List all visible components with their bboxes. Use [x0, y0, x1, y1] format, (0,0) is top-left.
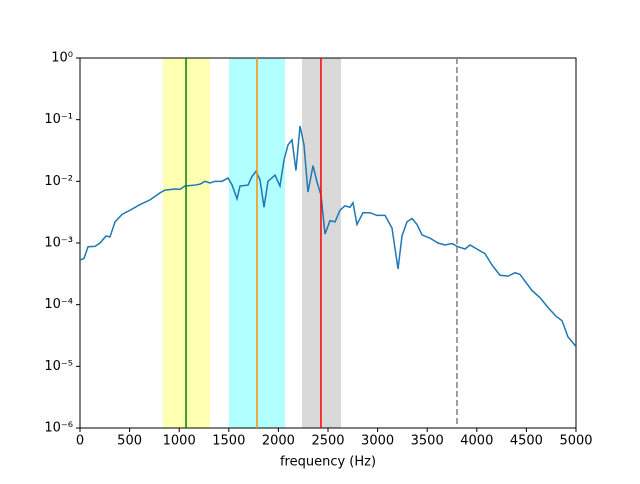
- x-tick-label: 2000: [262, 434, 295, 449]
- y-tick-label: 10⁻³: [44, 236, 73, 251]
- y-tick-label: 10⁻⁴: [44, 297, 73, 312]
- x-tick-label: 4000: [460, 434, 493, 449]
- y-tick-label: 10⁻²: [44, 174, 73, 189]
- x-axis-label: frequency (Hz): [280, 455, 376, 470]
- x-tick-label: 0: [76, 434, 84, 449]
- x-tick-label: 500: [117, 434, 142, 449]
- y-tick-label: 10⁻⁵: [44, 359, 73, 374]
- x-tick-label: 3500: [411, 434, 444, 449]
- y-tick-label: 10⁰: [51, 51, 73, 66]
- x-tick-label: 4500: [510, 434, 543, 449]
- x-tick-label: 3000: [361, 434, 394, 449]
- y-tick-label: 10⁻¹: [44, 112, 73, 127]
- x-tick-label: 1000: [163, 434, 196, 449]
- x-tick-label: 2500: [311, 434, 344, 449]
- x-tick-label: 5000: [559, 434, 592, 449]
- data-line: [79, 125, 577, 347]
- x-tick-label: 1500: [212, 434, 245, 449]
- y-tick-label: 10⁻⁶: [44, 421, 73, 436]
